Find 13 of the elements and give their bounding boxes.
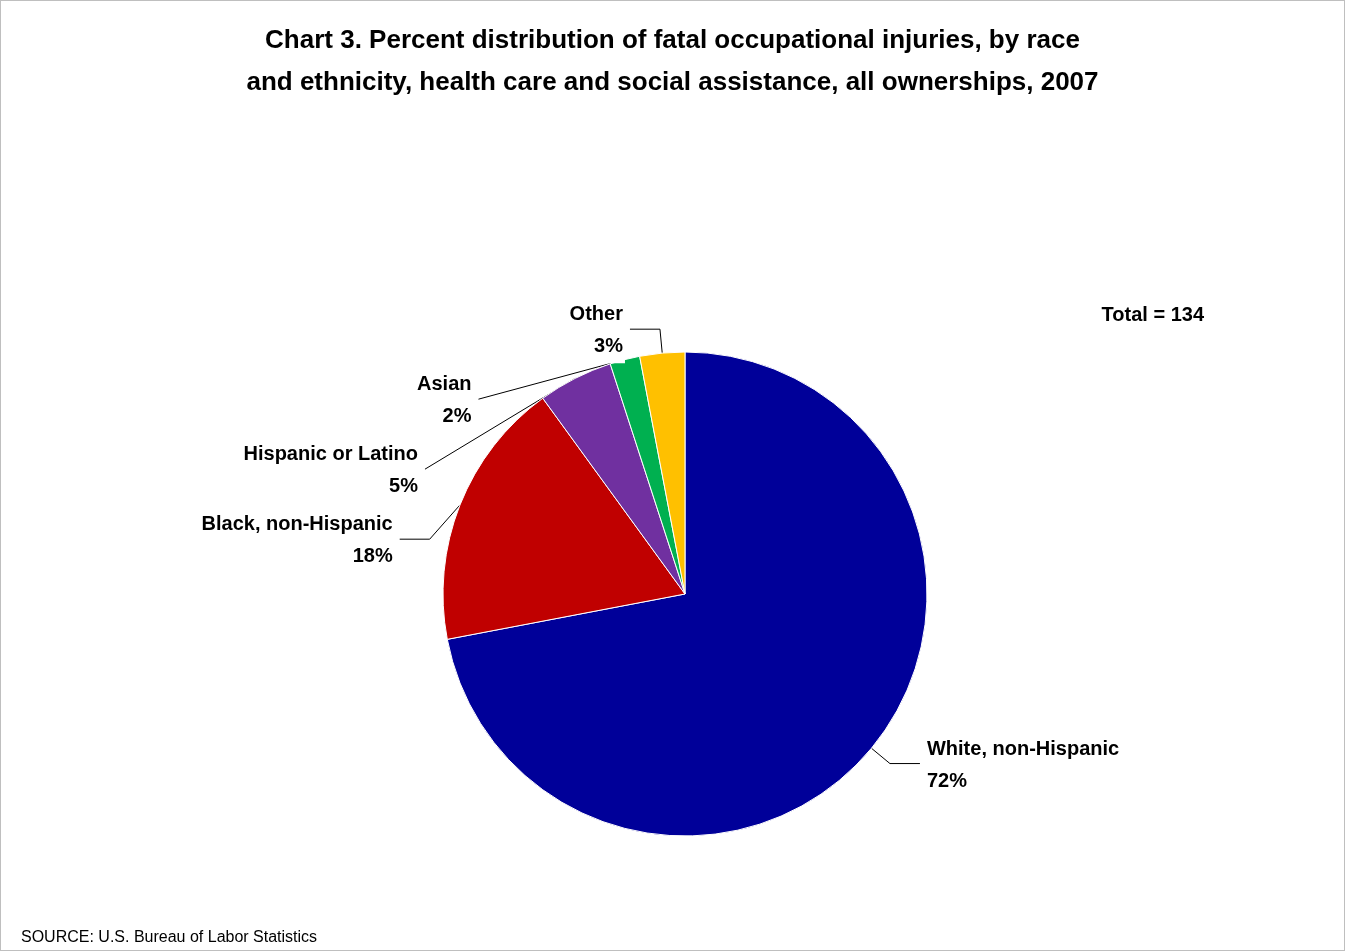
data-label: 5% [389, 474, 419, 497]
source-note: SOURCE: U.S. Bureau of Labor Statistics [21, 927, 318, 945]
data-label: 18% [352, 544, 393, 567]
slice-label: White, non-Hispanic [926, 736, 1120, 759]
slice-label: Black, non-Hispanic [201, 512, 393, 535]
slice-label: Asian [417, 372, 472, 395]
data-label: 3% [594, 334, 624, 357]
data-label: 72% [926, 768, 968, 791]
slice-label: Hispanic or Latino [243, 442, 418, 465]
chart-title: Chart 3. Percent distribution of fatal occupational injuries, by race and ethnicity, health care and social assistance, all ownerships, 2007 [246, 24, 1099, 96]
text: Total = 134 [1101, 303, 1205, 325]
slice-label: Other [569, 302, 624, 325]
data-label: 2% [442, 404, 472, 427]
